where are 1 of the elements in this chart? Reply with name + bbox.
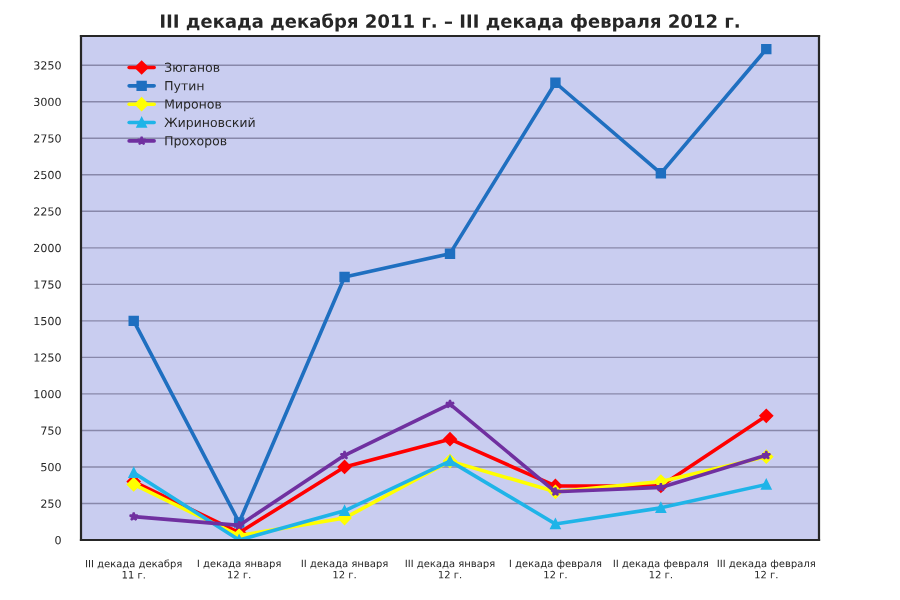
chart-title: III декада декабря 2011 г. – III декада февраля 2012 г. [161,13,739,32]
